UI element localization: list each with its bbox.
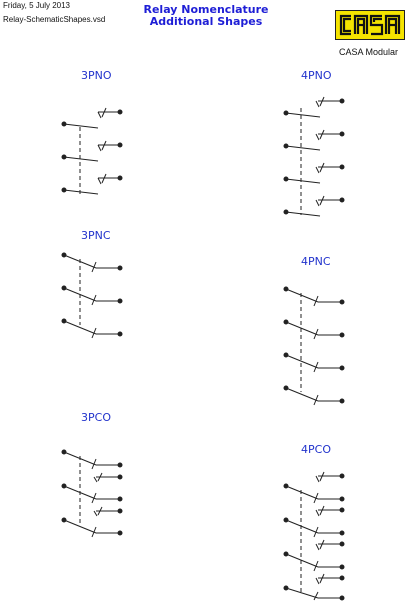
- relay-3pno-symbol: [61, 107, 123, 195]
- file-name: Relay-SchematicShapes.vsd: [3, 15, 106, 24]
- casa-logo: [335, 10, 405, 40]
- relay-4pnc-symbol: [283, 286, 345, 406]
- label-4pco: 4PCO: [301, 443, 331, 456]
- label-3pnc: 3PNC: [81, 229, 111, 242]
- page-subtitle: Additional Shapes: [149, 15, 263, 28]
- label-4pnc: 4PNC: [301, 255, 331, 268]
- label-3pno: 3PNO: [81, 69, 112, 82]
- casa-logo-mark: [339, 14, 401, 36]
- relay-4pco-symbol: [283, 471, 345, 601]
- relay-3pnc-symbol: [61, 252, 123, 339]
- label-3pco: 3PCO: [81, 411, 111, 424]
- print-date: Friday, 5 July 2013: [3, 1, 70, 10]
- relay-4pno-symbol: [283, 96, 345, 217]
- label-4pno: 4PNO: [301, 69, 332, 82]
- logo-subtitle: CASA Modular: [339, 47, 399, 57]
- page-title: Relay Nomenclature: [143, 3, 269, 16]
- relay-3pco-symbol: [61, 449, 123, 538]
